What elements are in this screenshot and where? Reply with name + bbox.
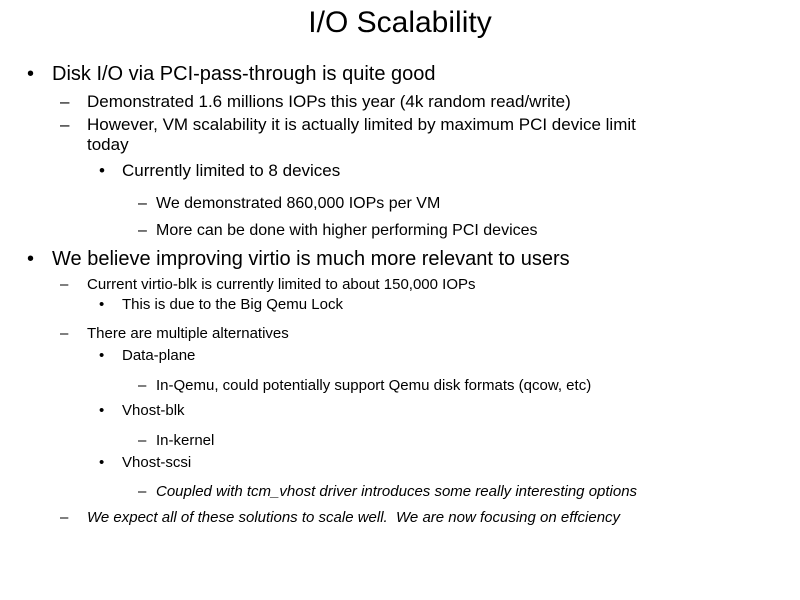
bullet-marker: •: [99, 161, 105, 180]
bullet-item: • Data-plane: [0, 347, 770, 365]
bullet-marker: •: [99, 402, 105, 419]
bullet-item: – Demonstrated 1.6 millions IOPs this ye…: [0, 92, 770, 112]
bullet-item: – In-kernel: [0, 432, 770, 450]
bullet-item: – Coupled with tcm_vhost driver introduc…: [0, 483, 770, 501]
dash-marker: –: [138, 195, 147, 212]
bullet-text: Disk I/O via PCI-pass-through is quite g…: [52, 63, 436, 85]
dash-marker: –: [60, 325, 69, 342]
bullet-item: – Current virtio-blk is currently limite…: [0, 276, 770, 294]
dash-marker: –: [60, 509, 69, 526]
bullet-item: – In-Qemu, could potentially support Qem…: [0, 377, 770, 395]
bullet-text: Vhost-scsi: [122, 454, 192, 471]
bullet-marker: •: [99, 454, 105, 471]
bullet-marker: •: [27, 63, 35, 85]
bullet-text: This is due to the Big Qemu Lock: [122, 296, 343, 313]
dash-marker: –: [60, 115, 70, 134]
bullet-item: • This is due to the Big Qemu Lock: [0, 296, 770, 314]
bullet-text: In-kernel: [156, 432, 215, 449]
bullet-text: Data-plane: [122, 347, 196, 364]
bullet-text: More can be done with higher performing …: [156, 222, 538, 239]
dash-marker: –: [60, 276, 69, 293]
bullet-marker: •: [99, 296, 105, 313]
dash-marker: –: [138, 377, 147, 394]
slide-title: I/O Scalability: [308, 6, 492, 39]
bullet-item: • Currently limited to 8 devices: [0, 161, 770, 181]
bullet-item: • Disk I/O via PCI-pass-through is quite…: [0, 63, 770, 87]
bullet-text: In-Qemu, could potentially support Qemu …: [156, 377, 592, 394]
bullet-text: Current virtio-blk is currently limited …: [87, 276, 476, 293]
bullet-marker: •: [99, 347, 105, 364]
bullet-item: – More can be done with higher performin…: [0, 222, 770, 241]
bullet-text: We expect all of these solutions to scal…: [87, 509, 621, 526]
bullet-item: • Vhost-scsi: [0, 454, 770, 472]
bullet-marker: •: [27, 248, 35, 270]
bullet-item: • Vhost-blk: [0, 402, 770, 420]
bullet-text: Currently limited to 8 devices: [122, 161, 341, 180]
bullet-item: • We believe improving virtio is much mo…: [0, 248, 770, 272]
bullet-text: Coupled with tcm_vhost driver introduces…: [156, 483, 638, 500]
bullet-text: Demonstrated 1.6 millions IOPs this year…: [87, 92, 571, 111]
dash-marker: –: [60, 92, 70, 111]
bullet-text: We demonstrated 860,000 IOPs per VM: [156, 195, 441, 212]
bullet-item: – We demonstrated 860,000 IOPs per VM: [0, 195, 770, 214]
bullet-item: – However, VM scalability it is actually…: [0, 115, 680, 155]
bullet-text: We believe improving virtio is much more…: [52, 248, 570, 270]
bullet-text: However, VM scalability it is actually l…: [87, 115, 641, 155]
bullet-text: Vhost-blk: [122, 402, 185, 419]
dash-marker: –: [138, 432, 147, 449]
dash-marker: –: [138, 222, 147, 239]
bullet-item: – There are multiple alternatives: [0, 325, 770, 343]
bullet-text: There are multiple alternatives: [87, 325, 289, 342]
dash-marker: –: [138, 483, 147, 500]
bullet-item: – We expect all of these solutions to sc…: [0, 509, 770, 527]
